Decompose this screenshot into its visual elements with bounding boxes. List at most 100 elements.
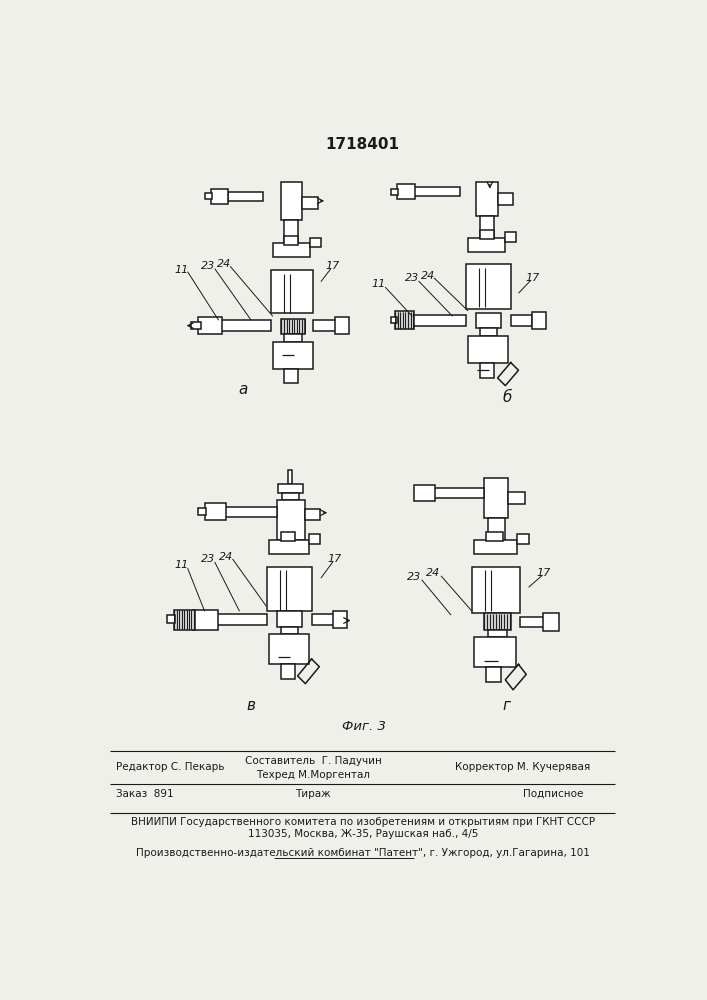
Bar	[168, 615, 175, 623]
Bar	[333, 611, 347, 628]
Bar	[397, 184, 416, 199]
Bar	[204, 193, 212, 199]
Bar	[313, 320, 337, 331]
Bar	[281, 664, 295, 679]
Bar	[486, 667, 501, 682]
Bar	[433, 488, 484, 498]
Bar	[303, 197, 317, 209]
Bar	[211, 189, 228, 204]
Bar	[282, 493, 299, 500]
Text: 23: 23	[407, 572, 421, 582]
Bar	[309, 534, 320, 544]
Text: 17: 17	[525, 273, 539, 283]
Bar	[284, 220, 298, 243]
Text: Корректор М. Кучерявая: Корректор М. Кучерявая	[455, 762, 590, 772]
Bar	[279, 484, 303, 493]
Bar	[267, 567, 312, 611]
Text: г: г	[503, 698, 511, 713]
Bar	[414, 187, 460, 196]
Bar	[288, 470, 292, 484]
Bar	[174, 610, 194, 630]
Bar	[224, 507, 276, 517]
Text: 23: 23	[201, 261, 216, 271]
Bar	[488, 630, 507, 637]
Text: 24: 24	[219, 552, 233, 562]
Bar	[543, 613, 559, 631]
Bar	[506, 232, 516, 242]
Text: 17: 17	[328, 554, 342, 564]
Bar	[312, 614, 335, 625]
Bar	[468, 336, 508, 363]
Text: Тираж: Тираж	[296, 789, 331, 799]
Bar	[391, 189, 398, 195]
Bar	[480, 216, 493, 238]
Bar	[273, 342, 313, 369]
Text: в: в	[247, 698, 256, 713]
Text: 24: 24	[426, 568, 440, 578]
Bar	[284, 369, 298, 383]
Bar	[486, 532, 503, 541]
Text: ВНИИПИ Государственного комитета по изобретениям и открытиям при ГКНТ СССР: ВНИИПИ Государственного комитета по изоб…	[131, 817, 595, 827]
Text: б: б	[502, 390, 512, 405]
Bar	[498, 193, 513, 205]
Bar	[273, 243, 310, 257]
Bar	[228, 192, 263, 201]
Bar	[480, 363, 493, 378]
Bar	[281, 627, 298, 634]
Bar	[284, 235, 298, 245]
Bar	[281, 319, 305, 334]
Bar	[335, 317, 349, 334]
Text: Заказ  891: Заказ 891	[115, 789, 173, 799]
Text: 24: 24	[421, 271, 435, 281]
Bar	[391, 317, 397, 323]
Bar	[520, 617, 545, 627]
Bar	[281, 182, 303, 220]
Text: 11: 11	[174, 265, 189, 275]
Bar	[269, 540, 309, 554]
Bar	[269, 634, 309, 664]
Text: 113035, Москва, Ж-35, Раушская наб., 4/5: 113035, Москва, Ж-35, Раушская наб., 4/5	[247, 829, 478, 839]
Bar	[395, 311, 414, 329]
Bar	[310, 238, 321, 247]
Bar	[510, 315, 532, 326]
Bar	[284, 334, 301, 342]
Text: 23: 23	[405, 273, 419, 283]
Text: 17: 17	[537, 568, 551, 578]
Text: 17: 17	[325, 261, 339, 271]
Bar	[480, 328, 497, 336]
Text: Составитель  Г. Падучин: Составитель Г. Падучин	[245, 756, 382, 766]
Bar	[412, 315, 466, 326]
Bar	[466, 264, 510, 309]
Bar	[476, 312, 501, 328]
Bar	[468, 238, 506, 252]
Bar	[488, 518, 505, 540]
Bar	[414, 485, 435, 501]
Text: Фиг. 3: Фиг. 3	[341, 720, 385, 733]
Bar	[474, 540, 517, 554]
Bar	[192, 322, 201, 329]
Bar	[472, 567, 520, 613]
Bar	[276, 500, 305, 540]
Bar	[204, 503, 226, 520]
Bar	[480, 230, 493, 239]
Bar	[517, 534, 529, 544]
Text: Редактор С. Пекарь: Редактор С. Пекарь	[115, 762, 224, 772]
Text: Подписное: Подписное	[523, 789, 583, 799]
Text: Техред М.Моргентал: Техред М.Моргентал	[256, 770, 370, 780]
Text: Производственно-издательский комбинат "Патент", г. Ужгород, ул.Гагарина, 101: Производственно-издательский комбинат "П…	[136, 848, 590, 858]
Bar	[305, 509, 320, 520]
Text: а: а	[239, 382, 248, 397]
Bar	[199, 317, 222, 334]
Bar	[220, 320, 271, 331]
Text: 1718401: 1718401	[325, 137, 399, 152]
Bar	[532, 312, 547, 329]
Bar	[271, 270, 313, 312]
Text: 23: 23	[201, 554, 216, 564]
Bar	[276, 611, 301, 627]
Bar	[474, 637, 516, 667]
Bar	[508, 492, 525, 504]
Bar	[484, 478, 508, 518]
Bar	[476, 182, 498, 216]
Text: 11: 11	[174, 560, 189, 570]
Bar	[216, 614, 267, 625]
